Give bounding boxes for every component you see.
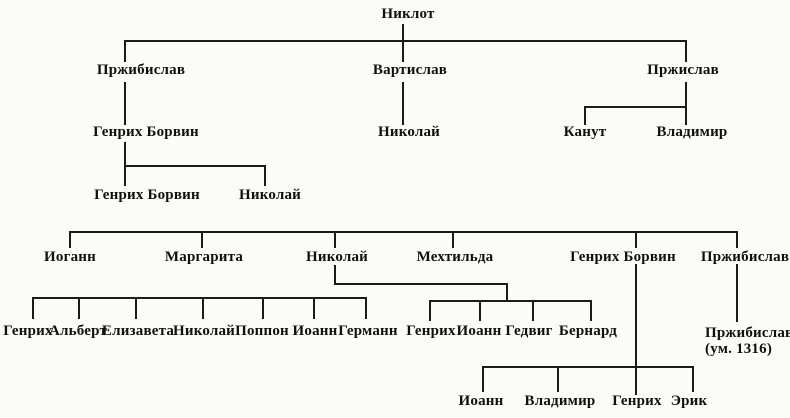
person-genrih-a: Генрих xyxy=(3,323,53,339)
connector-line xyxy=(262,297,264,319)
connector-line xyxy=(124,40,126,62)
person-niklot: Никлот xyxy=(381,6,435,22)
person-genrih-c: Генрих xyxy=(612,393,662,409)
person-przhibislav-3: Пржибислав (ум. 1316) xyxy=(705,325,790,357)
person-vartislav: Вартислав xyxy=(372,62,448,78)
person-bernard: Бернард xyxy=(558,323,618,339)
person-poppon: Поппон xyxy=(235,323,289,339)
person-genrih-b: Генрих xyxy=(406,323,456,339)
person-albert: Альберт xyxy=(48,323,108,339)
connector-line xyxy=(124,40,687,42)
person-nikolai-1: Николай xyxy=(377,124,441,140)
connector-line xyxy=(124,82,126,125)
connector-line xyxy=(429,300,592,302)
connector-line xyxy=(201,231,203,248)
connector-line xyxy=(590,300,592,321)
person-erik: Эрик xyxy=(670,393,708,409)
connector-line xyxy=(334,283,508,285)
person-iogann: Иоганн xyxy=(44,249,96,265)
connector-line xyxy=(402,24,404,40)
connector-line xyxy=(32,297,367,299)
person-margarita: Маргарита xyxy=(164,249,244,265)
connector-line xyxy=(635,231,637,248)
person-nikolai-3: Николай xyxy=(305,249,369,265)
person-gedvig: Гедвиг xyxy=(505,323,553,339)
person-nikolai-4: Николай xyxy=(172,323,236,339)
connector-line xyxy=(365,297,367,319)
person-genrih-borvin-1: Генрих Борвин xyxy=(93,124,199,140)
person-przhislav: Пржислав xyxy=(647,62,719,78)
connector-line xyxy=(532,300,534,321)
connector-line xyxy=(124,142,126,186)
person-genrih-borvin-3: Генрих Борвин xyxy=(570,249,676,265)
connector-line xyxy=(685,40,687,62)
connector-line xyxy=(402,82,404,125)
person-vladimir-2: Владимир xyxy=(524,393,596,409)
connector-line xyxy=(202,297,204,319)
person-nikolai-2: Николай xyxy=(238,187,302,203)
connector-line xyxy=(584,106,586,125)
connector-line xyxy=(429,300,431,321)
connector-line xyxy=(692,366,694,392)
connector-line xyxy=(482,366,484,392)
connector-line xyxy=(69,231,71,248)
connector-line xyxy=(124,165,266,167)
person-ioann-1: Иоанн xyxy=(292,323,338,339)
connector-line xyxy=(482,366,694,368)
person-przhibislav-3-name: Пржибислав xyxy=(705,325,790,341)
person-vladimir-1: Владимир xyxy=(656,124,728,140)
person-elizaveta: Елизавета xyxy=(101,323,175,339)
connector-line xyxy=(402,40,404,62)
connector-line xyxy=(78,297,80,319)
connector-line xyxy=(135,297,137,319)
connector-line xyxy=(584,106,687,108)
person-kanut: Канут xyxy=(563,124,607,140)
connector-line xyxy=(685,106,687,125)
connector-line xyxy=(452,231,454,248)
person-mehtilda: Мехтильда xyxy=(416,249,494,265)
connector-line xyxy=(736,264,738,322)
connector-line xyxy=(479,300,481,321)
connector-line xyxy=(557,366,559,392)
person-germann: Германн xyxy=(338,323,398,339)
connector-line xyxy=(334,231,336,248)
connector-line xyxy=(32,297,34,319)
person-przhibislav-2: Пржибислав xyxy=(700,249,790,265)
connector-line xyxy=(313,297,315,319)
person-ioann-3: Иоанн xyxy=(458,393,504,409)
connector-line xyxy=(506,283,508,302)
connector-line xyxy=(334,265,336,285)
connector-line xyxy=(685,82,687,107)
connector-line xyxy=(264,165,266,186)
connector-line xyxy=(736,231,738,248)
connector-line xyxy=(635,264,637,395)
person-genrih-borvin-2: Генрих Борвин xyxy=(94,187,200,203)
connector-line xyxy=(69,231,738,233)
person-ioann-2: Иоанн xyxy=(456,323,502,339)
person-przhibislav-1: Пржибислав xyxy=(96,62,186,78)
person-przhibislav-3-note: (ум. 1316) xyxy=(705,341,773,357)
